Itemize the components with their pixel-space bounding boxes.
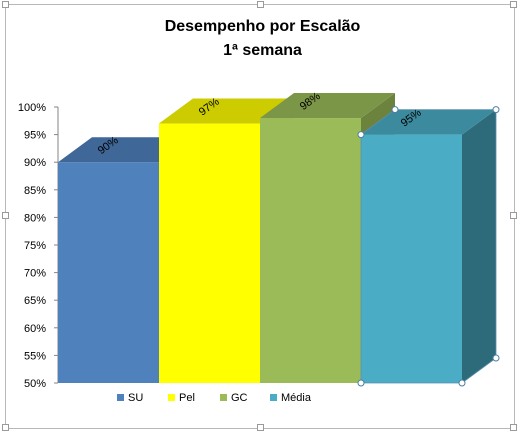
selection-handle	[391, 106, 399, 114]
y-tick-label: 65%	[24, 295, 46, 307]
selection-handle	[357, 131, 365, 139]
y-tick-label: 75%	[24, 240, 46, 252]
y-tick-label: 55%	[24, 350, 46, 362]
resize-handle-top-right[interactable]	[510, 1, 517, 8]
y-tick-label: 70%	[24, 268, 46, 280]
legend-swatch-gc	[220, 394, 227, 401]
legend-label-pel: Pel	[179, 392, 195, 404]
bar-su	[58, 162, 159, 383]
legend-label-gc: GC	[231, 392, 248, 404]
resize-handle-bottom[interactable]	[257, 424, 264, 431]
resize-handle-right[interactable]	[510, 212, 517, 219]
y-tick-label: 80%	[24, 212, 46, 224]
bar-top-pel	[159, 98, 294, 124]
resize-handle-top-left[interactable]	[2, 1, 9, 8]
bar-top-gc	[260, 93, 395, 119]
bar-gc	[260, 118, 361, 383]
y-tick-label: 50%	[24, 378, 46, 390]
resize-handle-bottom-left[interactable]	[2, 424, 9, 431]
legend-label-média: Média	[281, 392, 312, 404]
bar-média	[361, 134, 462, 383]
y-tick-label: 95%	[24, 130, 46, 142]
bar-side-média	[462, 109, 496, 383]
resize-handle-left[interactable]	[2, 212, 9, 219]
legend-swatch-su	[117, 394, 124, 401]
selection-handle	[492, 354, 500, 362]
y-tick-label: 85%	[24, 185, 46, 197]
resize-handle-bottom-right[interactable]	[510, 424, 517, 431]
legend-swatch-pel	[168, 394, 175, 401]
y-tick-label: 60%	[24, 323, 46, 335]
legend-swatch-média	[270, 394, 277, 401]
chart-subtitle: 1ª semana	[223, 42, 302, 59]
legend-label-su: SU	[128, 392, 143, 404]
chart-title: Desempenho por Escalão	[164, 18, 361, 35]
resize-handle-top[interactable]	[257, 1, 264, 8]
selection-handle	[357, 379, 365, 387]
y-tick-label: 90%	[24, 157, 46, 169]
y-tick-label: 100%	[18, 102, 46, 114]
bar-top-média	[361, 109, 496, 135]
selection-handle	[458, 379, 466, 387]
bar-pel	[159, 123, 260, 383]
selection-handle	[492, 106, 500, 114]
